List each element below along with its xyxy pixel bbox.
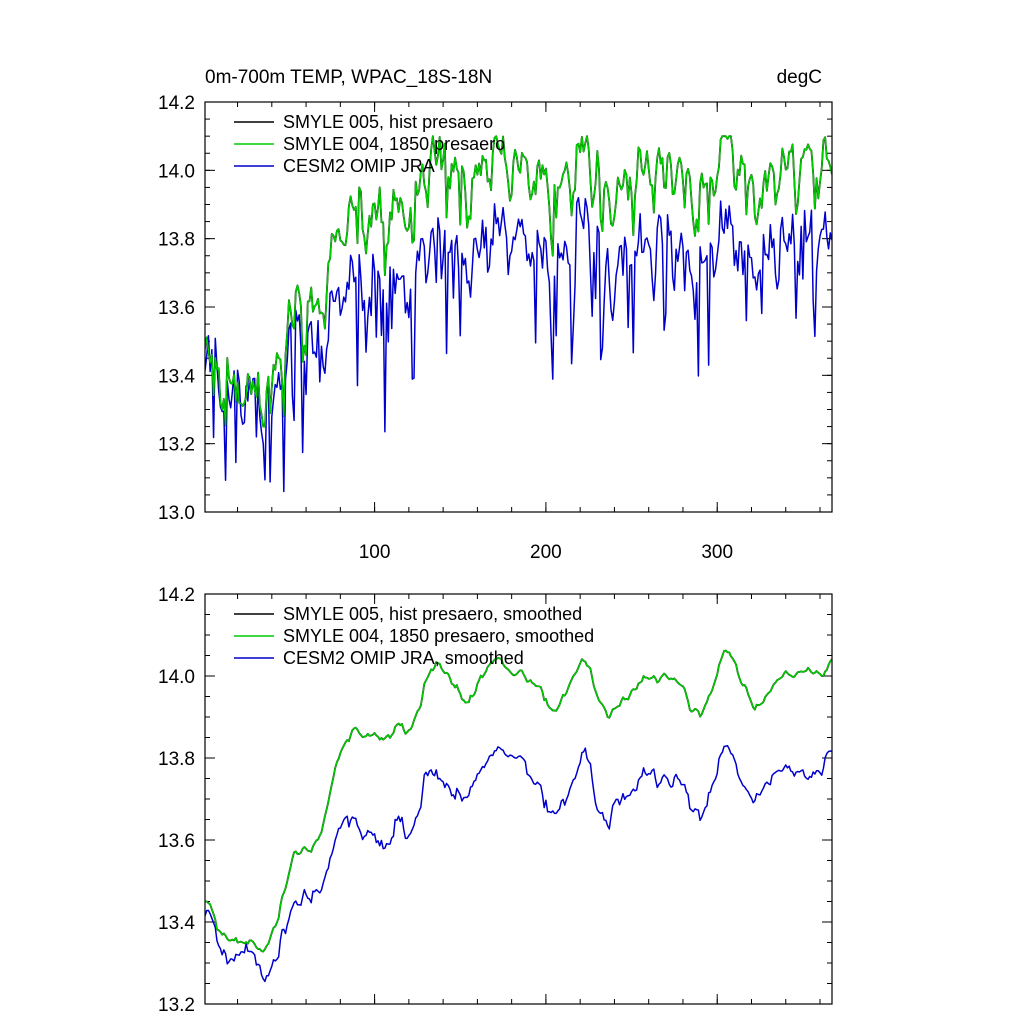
y-tick-label: 14.0	[158, 161, 195, 182]
plot-frame	[204, 593, 833, 1005]
y-tick-label: 13.8	[158, 749, 195, 770]
series-line-1	[205, 649, 832, 953]
legend-label-3: CESM2 OMIP JRA, smoothed	[283, 648, 524, 668]
x-tick-label: 300	[701, 542, 733, 563]
chart-panel-2: 13.2 13.4 13.6 13.8 14.0 14.2 SMYLE 005, hist …	[158, 585, 833, 1016]
series-line-2	[205, 135, 832, 428]
legend-label-1: SMYLE 005, hist presaero	[283, 112, 493, 132]
x-tick-label: 200	[530, 542, 562, 563]
y-tick-label: 13.8	[158, 230, 195, 251]
legend-label-2: SMYLE 004, 1850 presaero, smoothed	[283, 626, 594, 646]
series-line-2	[205, 649, 832, 953]
plot-frame	[204, 101, 833, 513]
y-tick-label: 13.2	[158, 435, 195, 456]
series-line-3	[205, 196, 832, 493]
y-tick-label: 13.0	[158, 503, 195, 524]
y-tick-label: 13.4	[158, 366, 195, 387]
y-tick-label: 14.0	[158, 667, 195, 688]
y-tick-label: 13.6	[158, 831, 195, 852]
y-tick-label: 14.2	[158, 93, 195, 114]
x-tick-label: 100	[359, 542, 391, 563]
y-tick-label: 13.4	[158, 913, 195, 934]
y-tick-label: 13.2	[158, 995, 195, 1016]
legend-label-3: CESM2 OMIP JRA	[283, 156, 435, 176]
chart-panel-1: 13.0 13.2 13.4 13.6 13.8 14.0 14.2 100 200 300 SMY…	[158, 67, 833, 563]
legend-label-1: SMYLE 005, hist presaero, smoothed	[283, 604, 582, 624]
series-line-3	[205, 744, 832, 983]
legend-label-2: SMYLE 004, 1850 presaero	[283, 134, 505, 154]
chart-title: 0m-700m TEMP, WPAC_18S-18N	[205, 67, 492, 88]
units-label: degC	[777, 67, 822, 88]
y-tick-label: 14.2	[158, 585, 195, 606]
y-tick-label: 13.6	[158, 298, 195, 319]
series-line-1	[205, 135, 832, 428]
